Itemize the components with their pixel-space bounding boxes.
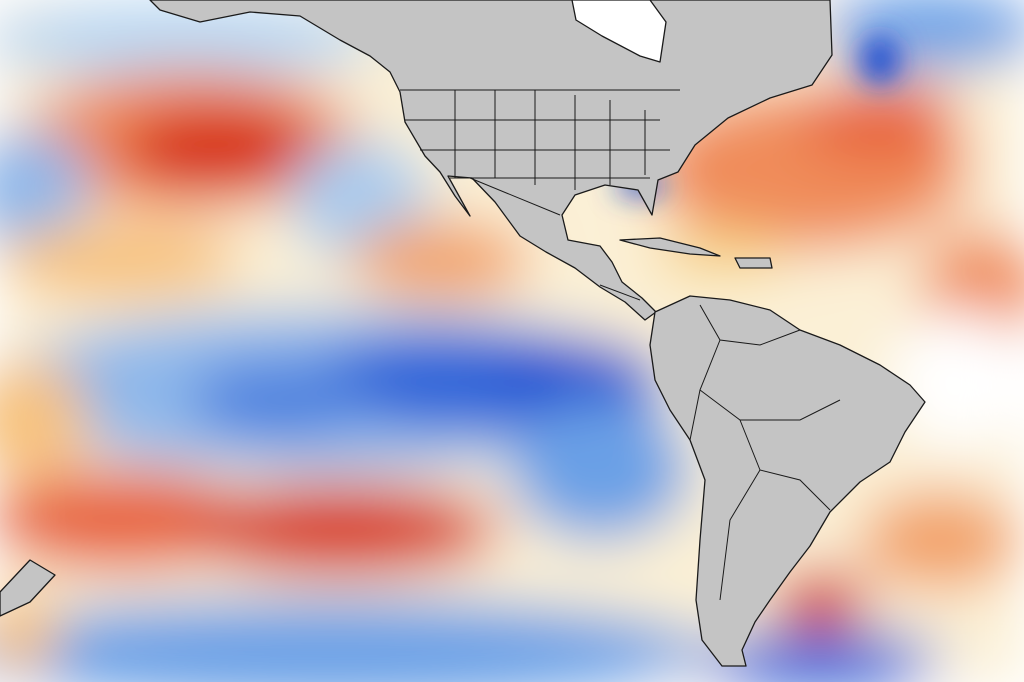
landmasses: [0, 0, 926, 667]
hispaniola: [734, 257, 773, 269]
new-zealand: [0, 559, 56, 617]
south-america: [649, 295, 926, 667]
political-borders: [400, 89, 841, 601]
greenland: [571, 0, 667, 63]
north-america: [149, 0, 833, 321]
cuba: [619, 237, 721, 257]
